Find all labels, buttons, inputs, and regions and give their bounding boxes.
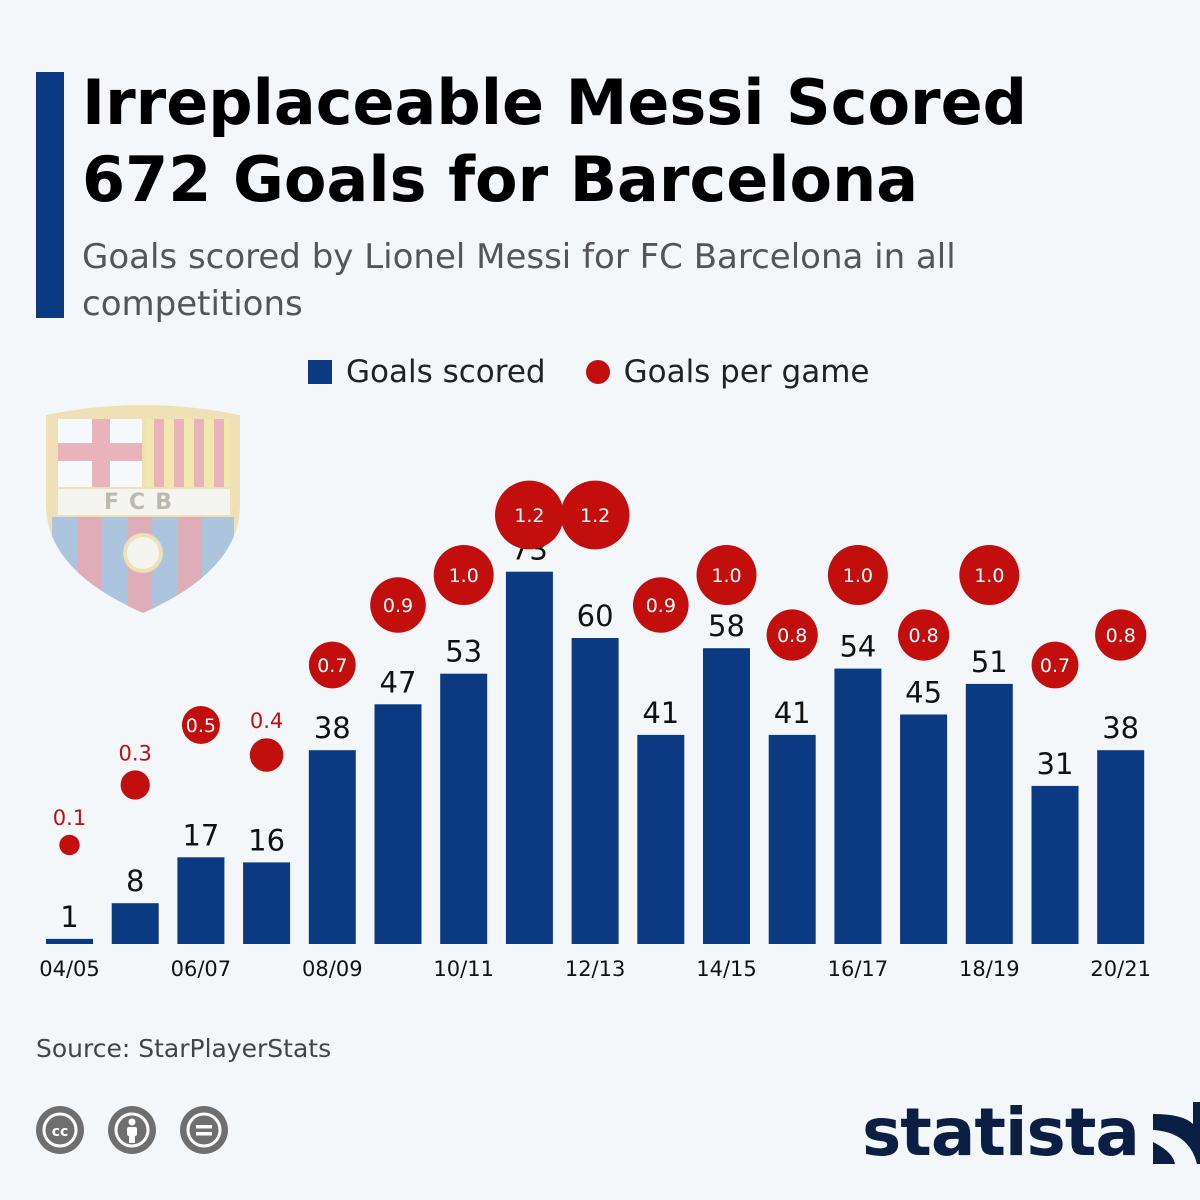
rate-dot [59,834,80,856]
bar-value-label: 1 [60,900,78,934]
rate-dot [696,545,757,605]
bar [571,638,619,944]
rate-label: 0.9 [646,595,676,617]
bar [1031,785,1079,944]
bar [637,734,685,944]
rate-dot [249,738,284,772]
license-icons: cc [36,1106,252,1154]
bar-value-label: 17 [182,818,219,852]
bar-value-label: 31 [1037,747,1074,781]
x-tick-label: 18/19 [959,957,1020,981]
x-tick-label: 14/15 [696,957,757,981]
rate-dot [633,577,689,633]
bar [768,734,816,944]
chart-legend: Goals scored Goals per game [308,352,869,392]
legend-dot-swatch [585,360,610,384]
rate-label: 0.8 [908,625,938,647]
bar [374,704,422,944]
bar [111,903,159,944]
page-title: Irreplaceable Messi Scored 672 Goals for… [82,66,1028,216]
brand-name: statista [862,1094,1140,1171]
rate-label: 0.4 [250,709,283,733]
rate-label: 1.0 [449,565,479,587]
rate-dot [959,545,1020,605]
bar [46,938,93,944]
bar-value-label: 54 [839,630,876,664]
bar-value-label: 41 [774,696,811,730]
rate-dot [1095,609,1147,661]
rate-dot [898,609,950,661]
fc-barcelona-crest-logo: FCB [46,405,240,613]
rate-label: 0.5 [186,715,216,737]
rate-label: 1.0 [974,565,1004,587]
rate-label: 1.2 [514,505,544,527]
page-subtitle: Goals scored by Lionel Messi for FC Barc… [82,237,956,324]
bar-value-label: 53 [445,635,482,669]
rate-dot [181,706,220,744]
rate-label: 1.0 [843,565,873,587]
legend-item-goals-scored: Goals scored [308,354,546,390]
bar [703,648,750,944]
title-accent-bar [36,72,64,318]
rate-label: 0.7 [1040,655,1070,677]
svg-text:cc: cc [52,1124,69,1140]
bar-value-label: 41 [642,696,679,730]
rate-dot [495,480,564,550]
bar [243,862,291,944]
legend-label-goals-scored: Goals scored [346,354,546,390]
bar-value-label: 8 [126,864,144,898]
rate-label: 0.1 [53,806,86,830]
x-tick-label: 10/11 [433,957,494,981]
bar-value-label: 51 [971,645,1008,679]
bar-value-label: 16 [248,823,285,857]
rate-dot [827,545,888,605]
legend-label-goals-per-game: Goals per game [623,354,870,390]
x-tick-label: 06/07 [171,957,232,981]
statista-logo[interactable]: statista [862,1094,1200,1171]
rate-label: 0.8 [777,625,807,647]
bar [900,714,948,944]
rate-label: 0.7 [317,655,347,677]
rate-dot [766,609,818,661]
statista-mark-icon [1152,1101,1200,1164]
bar-value-label: 45 [905,676,942,710]
rate-label: 0.9 [383,595,413,617]
bar [505,571,553,944]
rate-dot [560,480,630,550]
bar [177,857,225,944]
x-tick-label: 12/13 [565,957,626,981]
bar [965,683,1013,944]
bar [440,673,488,944]
bar-value-label: 47 [380,665,417,699]
bar-value-label: 38 [314,711,351,745]
goals-chart: 1 0.1 04/05 8 0.3 17 0.5 06/07 16 0.4 38 0.7 08/09 47… [39,480,1151,981]
no-derivatives-icon[interactable] [180,1106,228,1154]
cc-icon[interactable]: cc [36,1106,84,1154]
legend-item-goals-per-game: Goals per game [585,354,870,390]
x-tick-label: 04/05 [39,957,100,981]
legend-bar-swatch [308,360,332,384]
rate-label: 1.2 [580,505,610,527]
x-tick-label: 16/17 [828,957,889,981]
rate-dot [433,545,494,605]
attribution-icon[interactable] [108,1106,156,1154]
bar-value-label: 38 [1102,711,1139,745]
x-tick-label: 20/21 [1090,957,1151,981]
x-tick-label: 08/09 [302,957,363,981]
rate-label: 0.8 [1106,625,1136,647]
rate-label: 0.3 [118,741,151,765]
rate-dot [370,577,426,633]
crest-letters: FCB [104,490,182,515]
bar [834,668,882,944]
rate-dot [120,770,150,800]
bar-value-label: 60 [577,599,614,633]
bar [308,750,356,944]
rate-label: 1.0 [711,565,741,587]
rate-dot [308,641,356,689]
bar [1097,750,1145,944]
rate-dot [1031,641,1079,689]
source-note: Source: StarPlayerStats [36,1034,332,1063]
bar-value-label: 58 [708,609,745,643]
